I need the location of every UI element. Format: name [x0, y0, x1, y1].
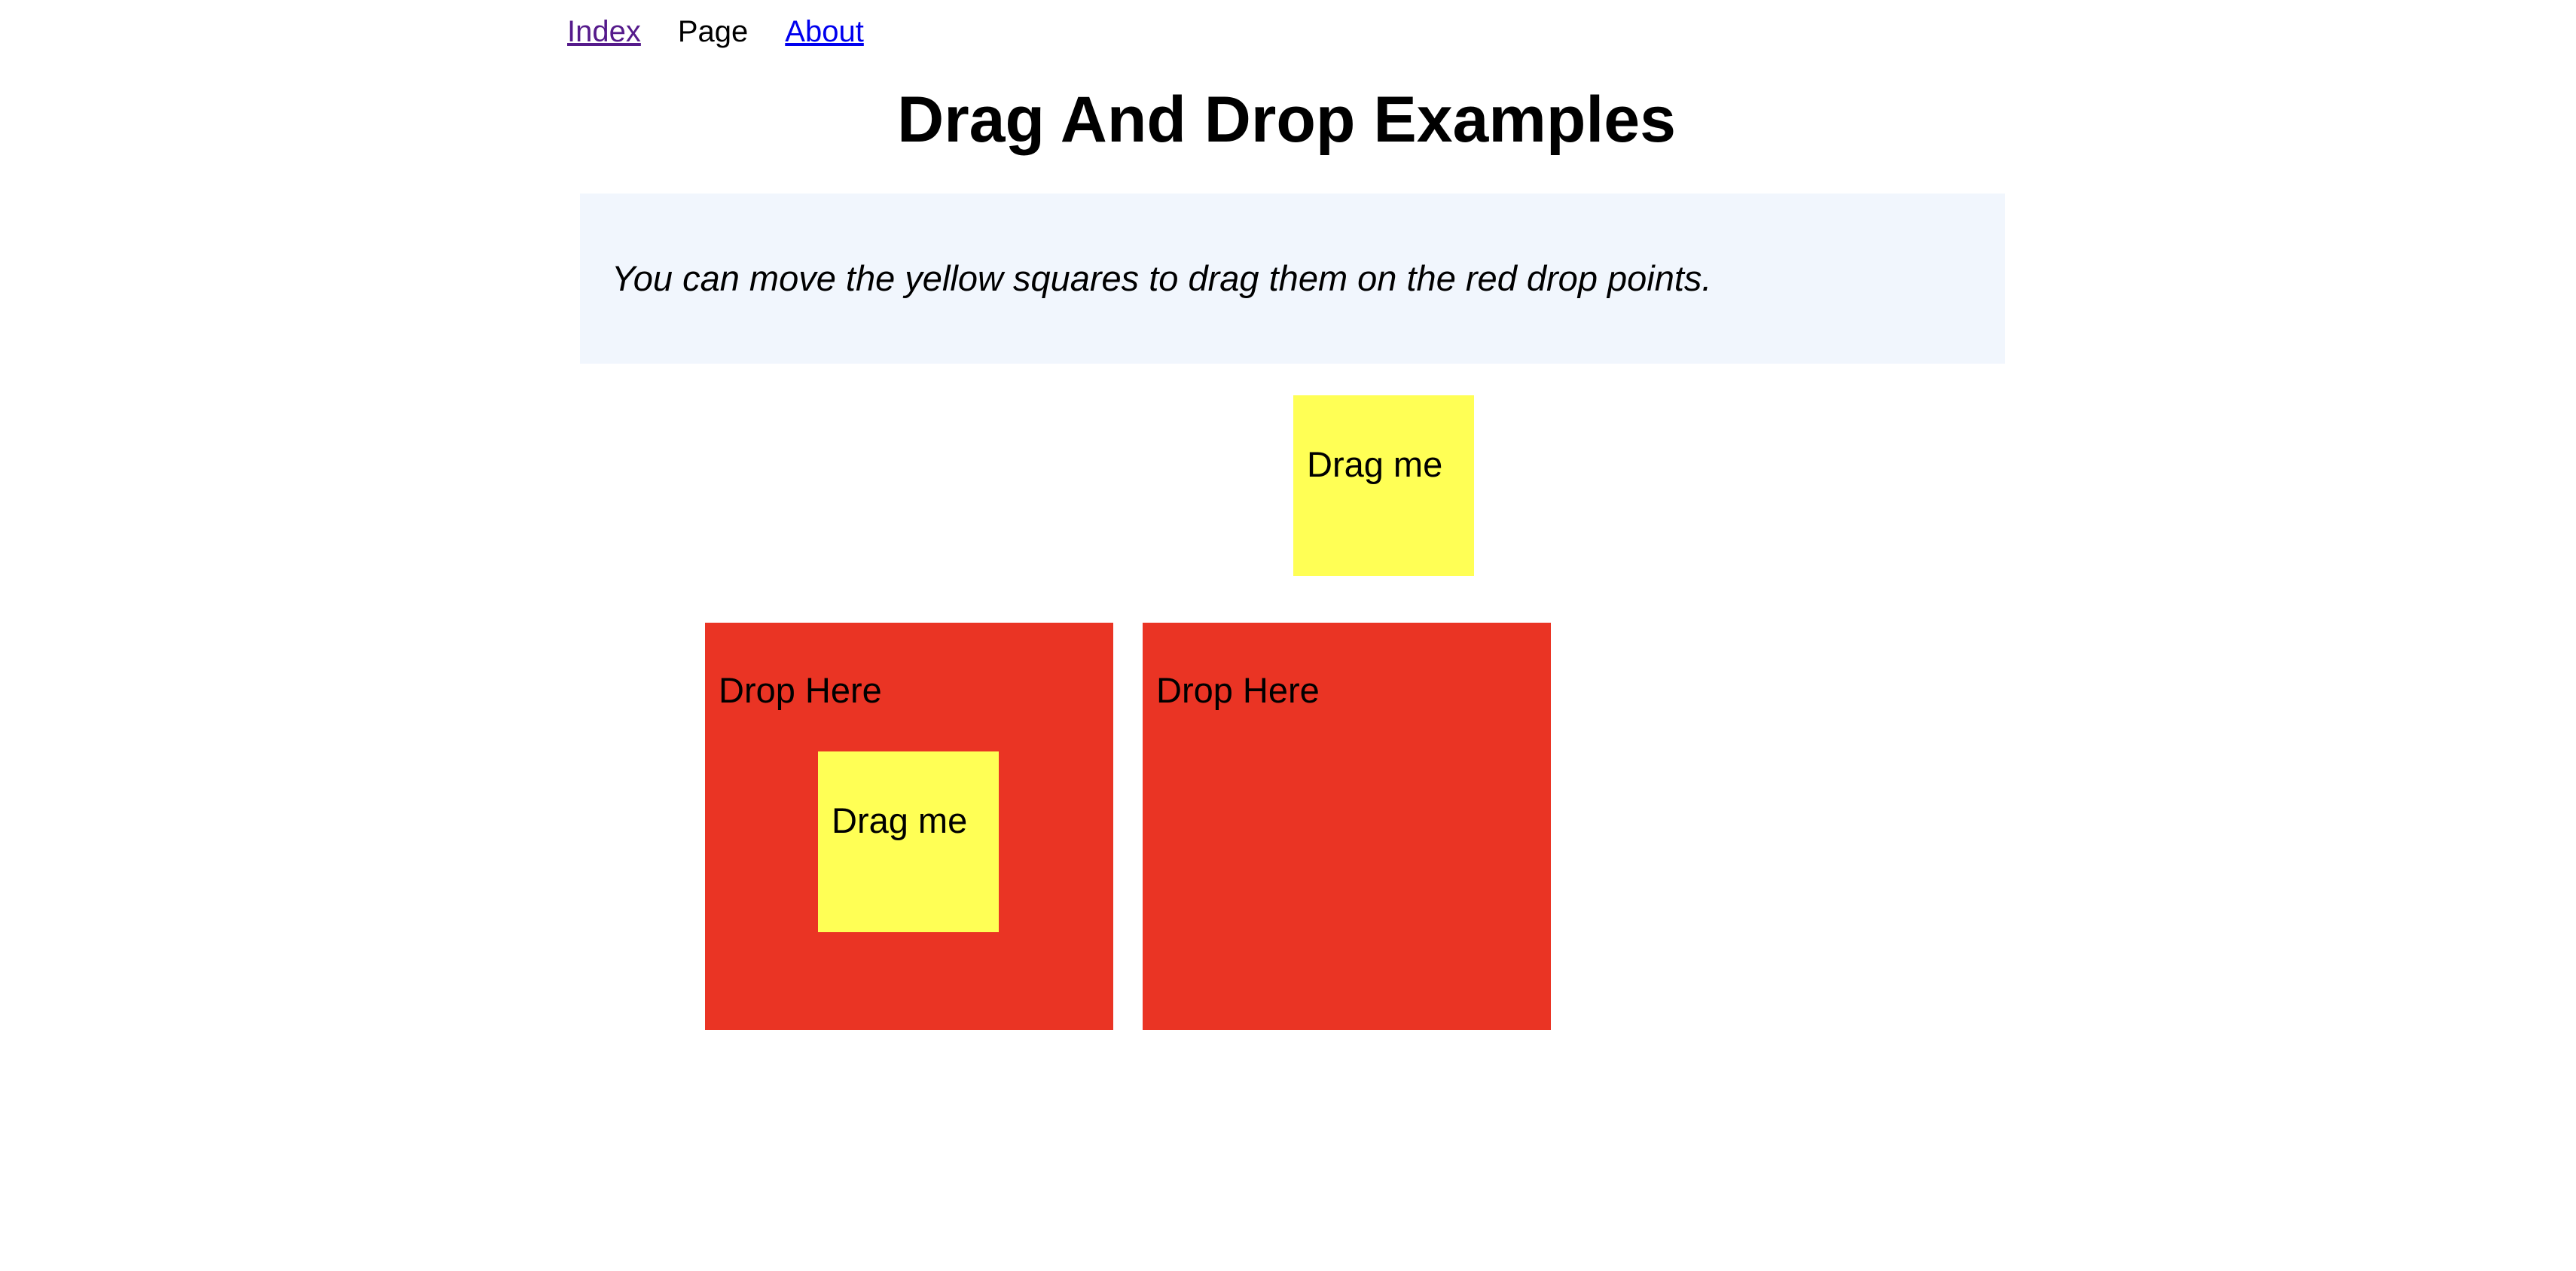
drop-zone[interactable]: Drop Here Drag me: [705, 623, 1113, 1030]
drop-zone[interactable]: Drop Here: [1143, 623, 1551, 1030]
drop-zone-label: Drop Here: [1156, 670, 1320, 710]
draggable-label: Drag me: [1307, 444, 1443, 484]
draggable-square[interactable]: Drag me: [818, 751, 999, 932]
top-nav: Index Page About: [567, 11, 901, 53]
instructions-text: You can move the yellow squares to drag …: [612, 258, 1712, 298]
instructions-box: You can move the yellow squares to drag …: [580, 194, 2005, 364]
drop-zone-label: Drop Here: [719, 670, 882, 710]
nav-item-page-current: Page: [677, 15, 749, 48]
draggable-square[interactable]: Drag me: [1293, 395, 1474, 576]
draggable-label: Drag me: [832, 800, 968, 840]
page-title: Drag And Drop Examples: [897, 84, 1676, 156]
nav-link-about[interactable]: About: [785, 15, 864, 48]
nav-link-index[interactable]: Index: [567, 15, 641, 48]
